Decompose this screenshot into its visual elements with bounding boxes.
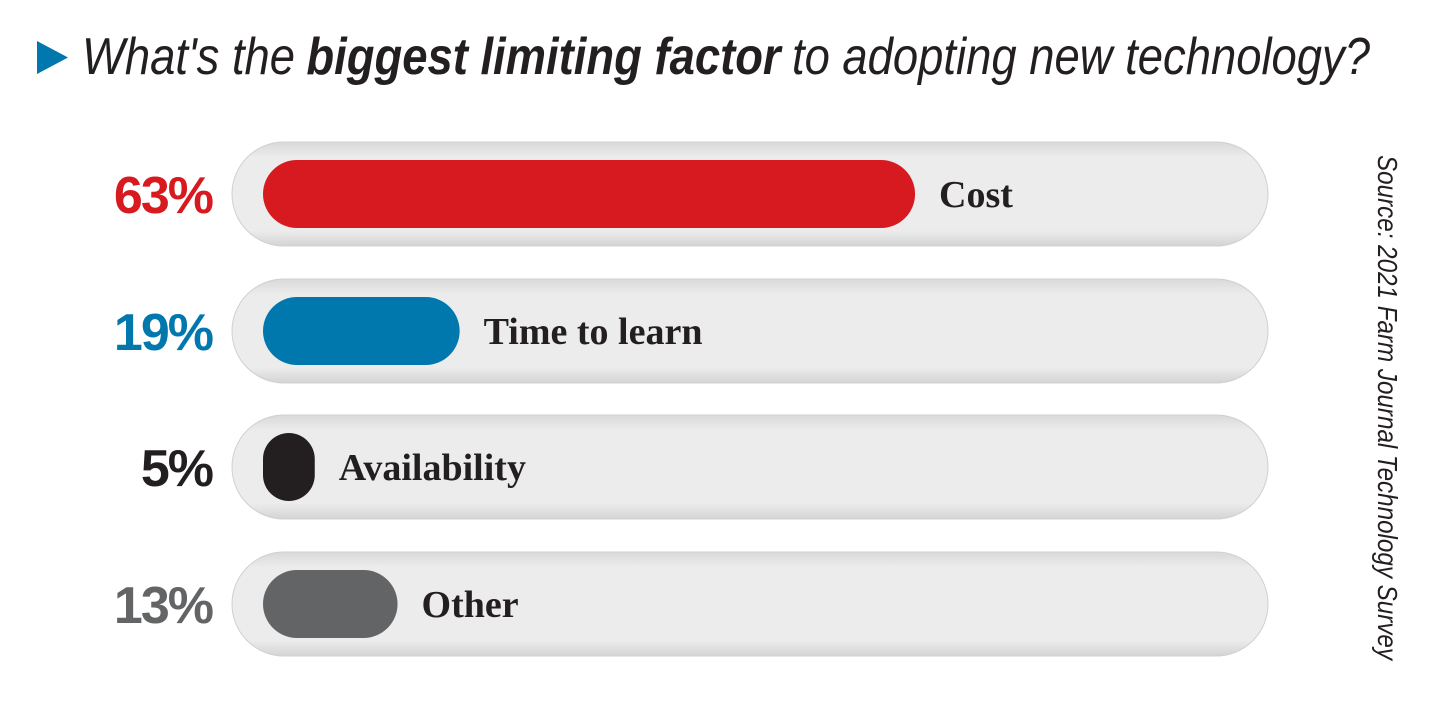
source-note: Source: 2021 Farm Journal Technology Sur…	[1372, 155, 1403, 662]
value-label: 63%	[114, 167, 213, 225]
value-label: 5%	[141, 440, 213, 498]
value-label: 19%	[114, 304, 213, 362]
title-part: What's the	[82, 28, 295, 86]
bar	[263, 297, 460, 365]
category-label: Time to learn	[484, 311, 703, 353]
title-part: to adopting new technology?	[792, 28, 1370, 86]
track	[231, 278, 1269, 384]
title-marker	[37, 41, 68, 74]
bar	[263, 433, 315, 501]
category-label: Availability	[339, 447, 526, 489]
value-label: 13%	[114, 577, 213, 635]
bar	[263, 570, 398, 638]
chart-title: What's thebiggest limiting factorto adop…	[82, 28, 1370, 86]
title-part: biggest limiting factor	[306, 28, 783, 86]
bar	[263, 160, 916, 228]
category-label: Cost	[939, 174, 1013, 216]
track	[231, 551, 1269, 657]
track	[231, 414, 1269, 520]
category-label: Other	[422, 584, 519, 626]
